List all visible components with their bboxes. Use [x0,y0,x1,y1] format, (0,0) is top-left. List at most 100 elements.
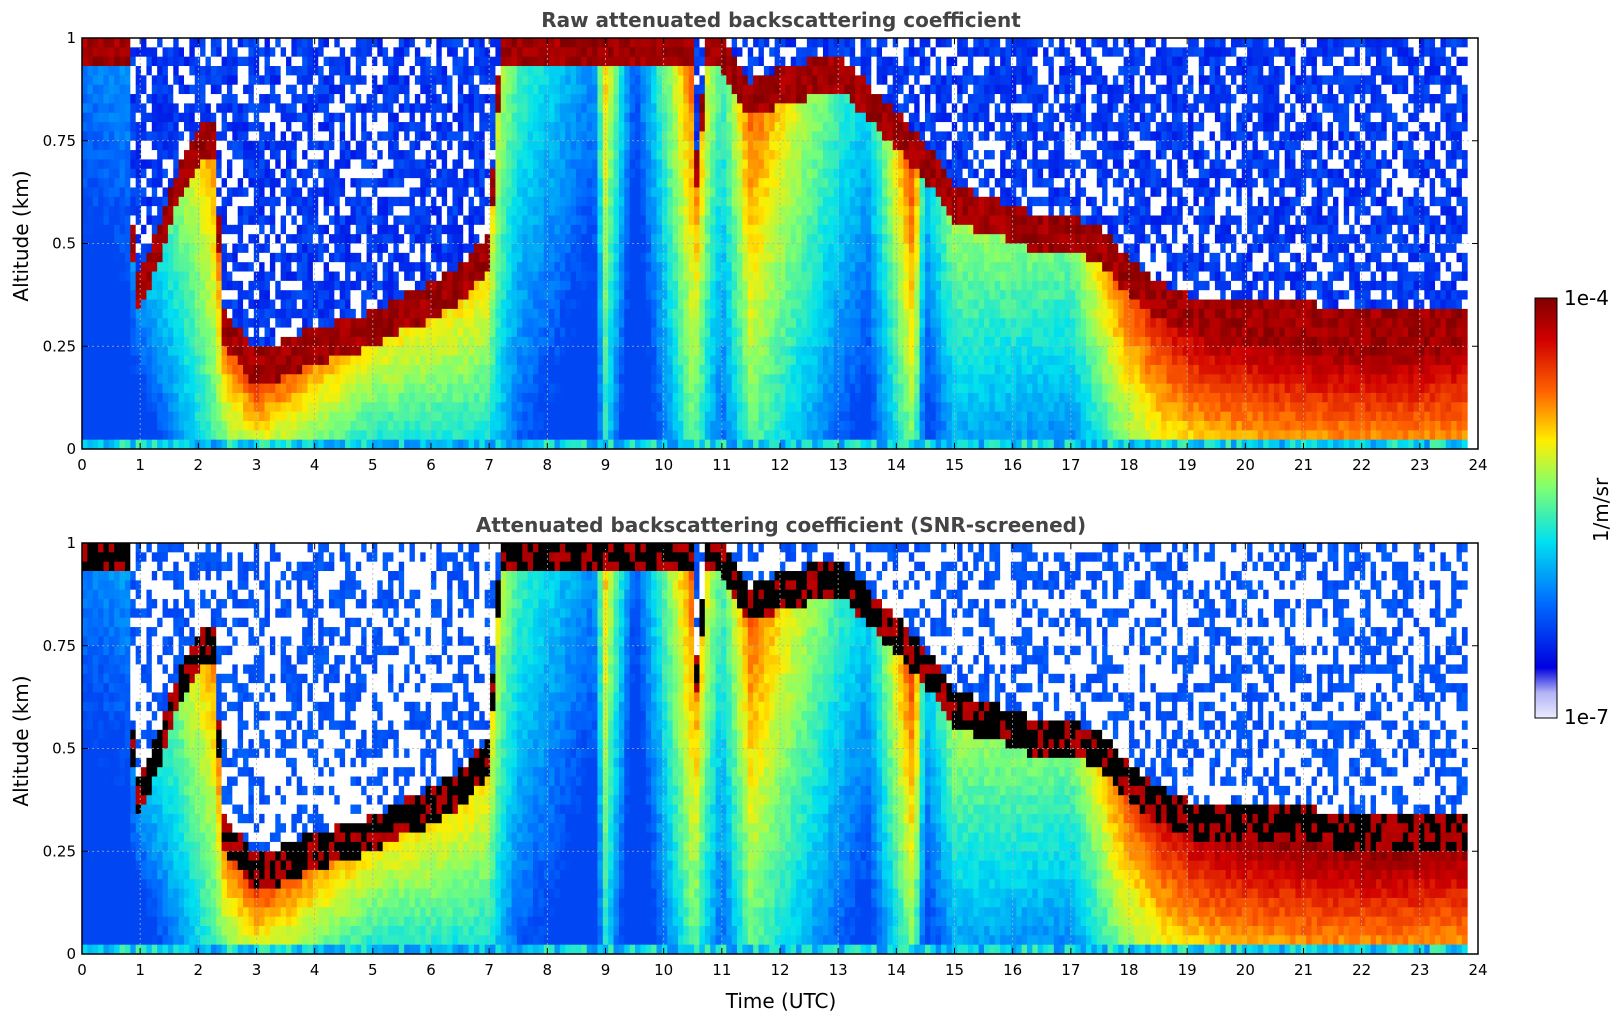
heatmap-cell [232,38,239,48]
heatmap-cell [549,374,555,385]
heatmap-cell [98,47,104,58]
heatmap-cell [388,336,394,347]
heatmap-cell [651,262,657,272]
heatmap-cell [275,122,282,132]
heatmap-cell [286,364,292,375]
heatmap-cell [114,262,120,272]
heatmap-cell [334,122,341,132]
heatmap-cell [103,364,110,375]
heatmap-cell [447,159,453,170]
heatmap-cell [312,430,319,441]
heatmap-cell [667,206,674,216]
heatmap-cell [361,196,367,207]
heatmap-cell [543,420,550,431]
heatmap-cell [280,336,287,347]
heatmap-cell [624,392,631,403]
heatmap-cell [575,215,582,226]
heatmap-cell [189,243,196,254]
heatmap-cell [629,103,636,114]
heatmap-cell [226,411,233,422]
heatmap-cell [651,364,657,375]
heatmap-cell [264,112,271,123]
heatmap-cell [248,56,255,67]
heatmap-cell [495,364,502,375]
heatmap-cell [232,420,239,431]
heatmap-cell [108,327,115,338]
heatmap-cell [511,56,518,67]
heatmap-cell [393,187,400,198]
heatmap-cell [431,402,437,413]
heatmap-cell [543,374,550,385]
heatmap-cell [312,383,319,394]
heatmap-cell [624,38,631,48]
heatmap-cell [226,140,233,151]
heatmap-cell [350,392,357,403]
heatmap-cell [312,290,319,300]
heatmap-cell [280,150,287,160]
heatmap-cell [210,103,217,114]
heatmap-cell [500,252,507,263]
heatmap-cell [130,38,137,48]
heatmap-cell [382,327,389,338]
heatmap-cell [108,411,115,422]
heatmap-cell [672,84,679,95]
heatmap-cell [452,262,459,272]
heatmap-cell [457,131,464,142]
heatmap-cell [441,103,448,114]
heatmap-cell [237,47,244,58]
heatmap-cell [361,364,367,375]
heatmap-cell [570,131,577,142]
heatmap-cell [388,280,394,291]
heatmap-cell [452,84,459,95]
heatmap-cell [393,56,400,67]
heatmap-cell [683,178,690,188]
heatmap-cell [328,439,335,450]
heatmap-cell [656,262,663,272]
heatmap-cell [146,47,153,58]
heatmap-cell [495,420,502,431]
heatmap-cell [388,346,394,356]
heatmap-cell [221,131,228,142]
heatmap-cell [286,196,292,207]
heatmap-cell [307,47,314,58]
heatmap-cell [565,224,571,235]
heatmap-cell [677,47,684,58]
heatmap-cell [323,84,330,95]
heatmap-cell [259,47,265,58]
heatmap-cell [339,168,346,179]
heatmap-cell [366,290,373,300]
heatmap-cell [210,374,217,385]
heatmap-cell [189,383,196,394]
heatmap-cell [114,168,120,179]
heatmap-cell [307,420,314,431]
heatmap-cell [371,346,378,356]
heatmap-cell [597,374,604,385]
heatmap-cell [618,392,625,403]
heatmap-cell [205,346,212,356]
heatmap-cell [178,122,185,132]
heatmap-cell [264,318,271,328]
heatmap-cell [506,56,512,67]
heatmap-cell [425,299,432,310]
heatmap-cell [527,364,534,375]
heatmap-cell [371,336,378,347]
heatmap-cell [92,234,99,244]
heatmap-cell [205,112,212,123]
heatmap-cell [602,215,609,226]
heatmap-cell [559,308,566,319]
heatmap-cell [388,159,394,170]
heatmap-cell [490,112,496,123]
heatmap-cell [87,327,94,338]
heatmap-cell [581,420,588,431]
heatmap-cell [516,159,523,170]
heatmap-cell [683,94,690,104]
heatmap-cell [672,75,679,86]
heatmap-cell [210,196,217,207]
heatmap-cell [388,103,394,114]
heatmap-cell [468,168,475,179]
heatmap-cell [151,47,158,58]
heatmap-cell [441,131,448,142]
heatmap-cell [119,84,126,95]
heatmap-cell [87,364,94,375]
heatmap-cell [82,252,88,263]
